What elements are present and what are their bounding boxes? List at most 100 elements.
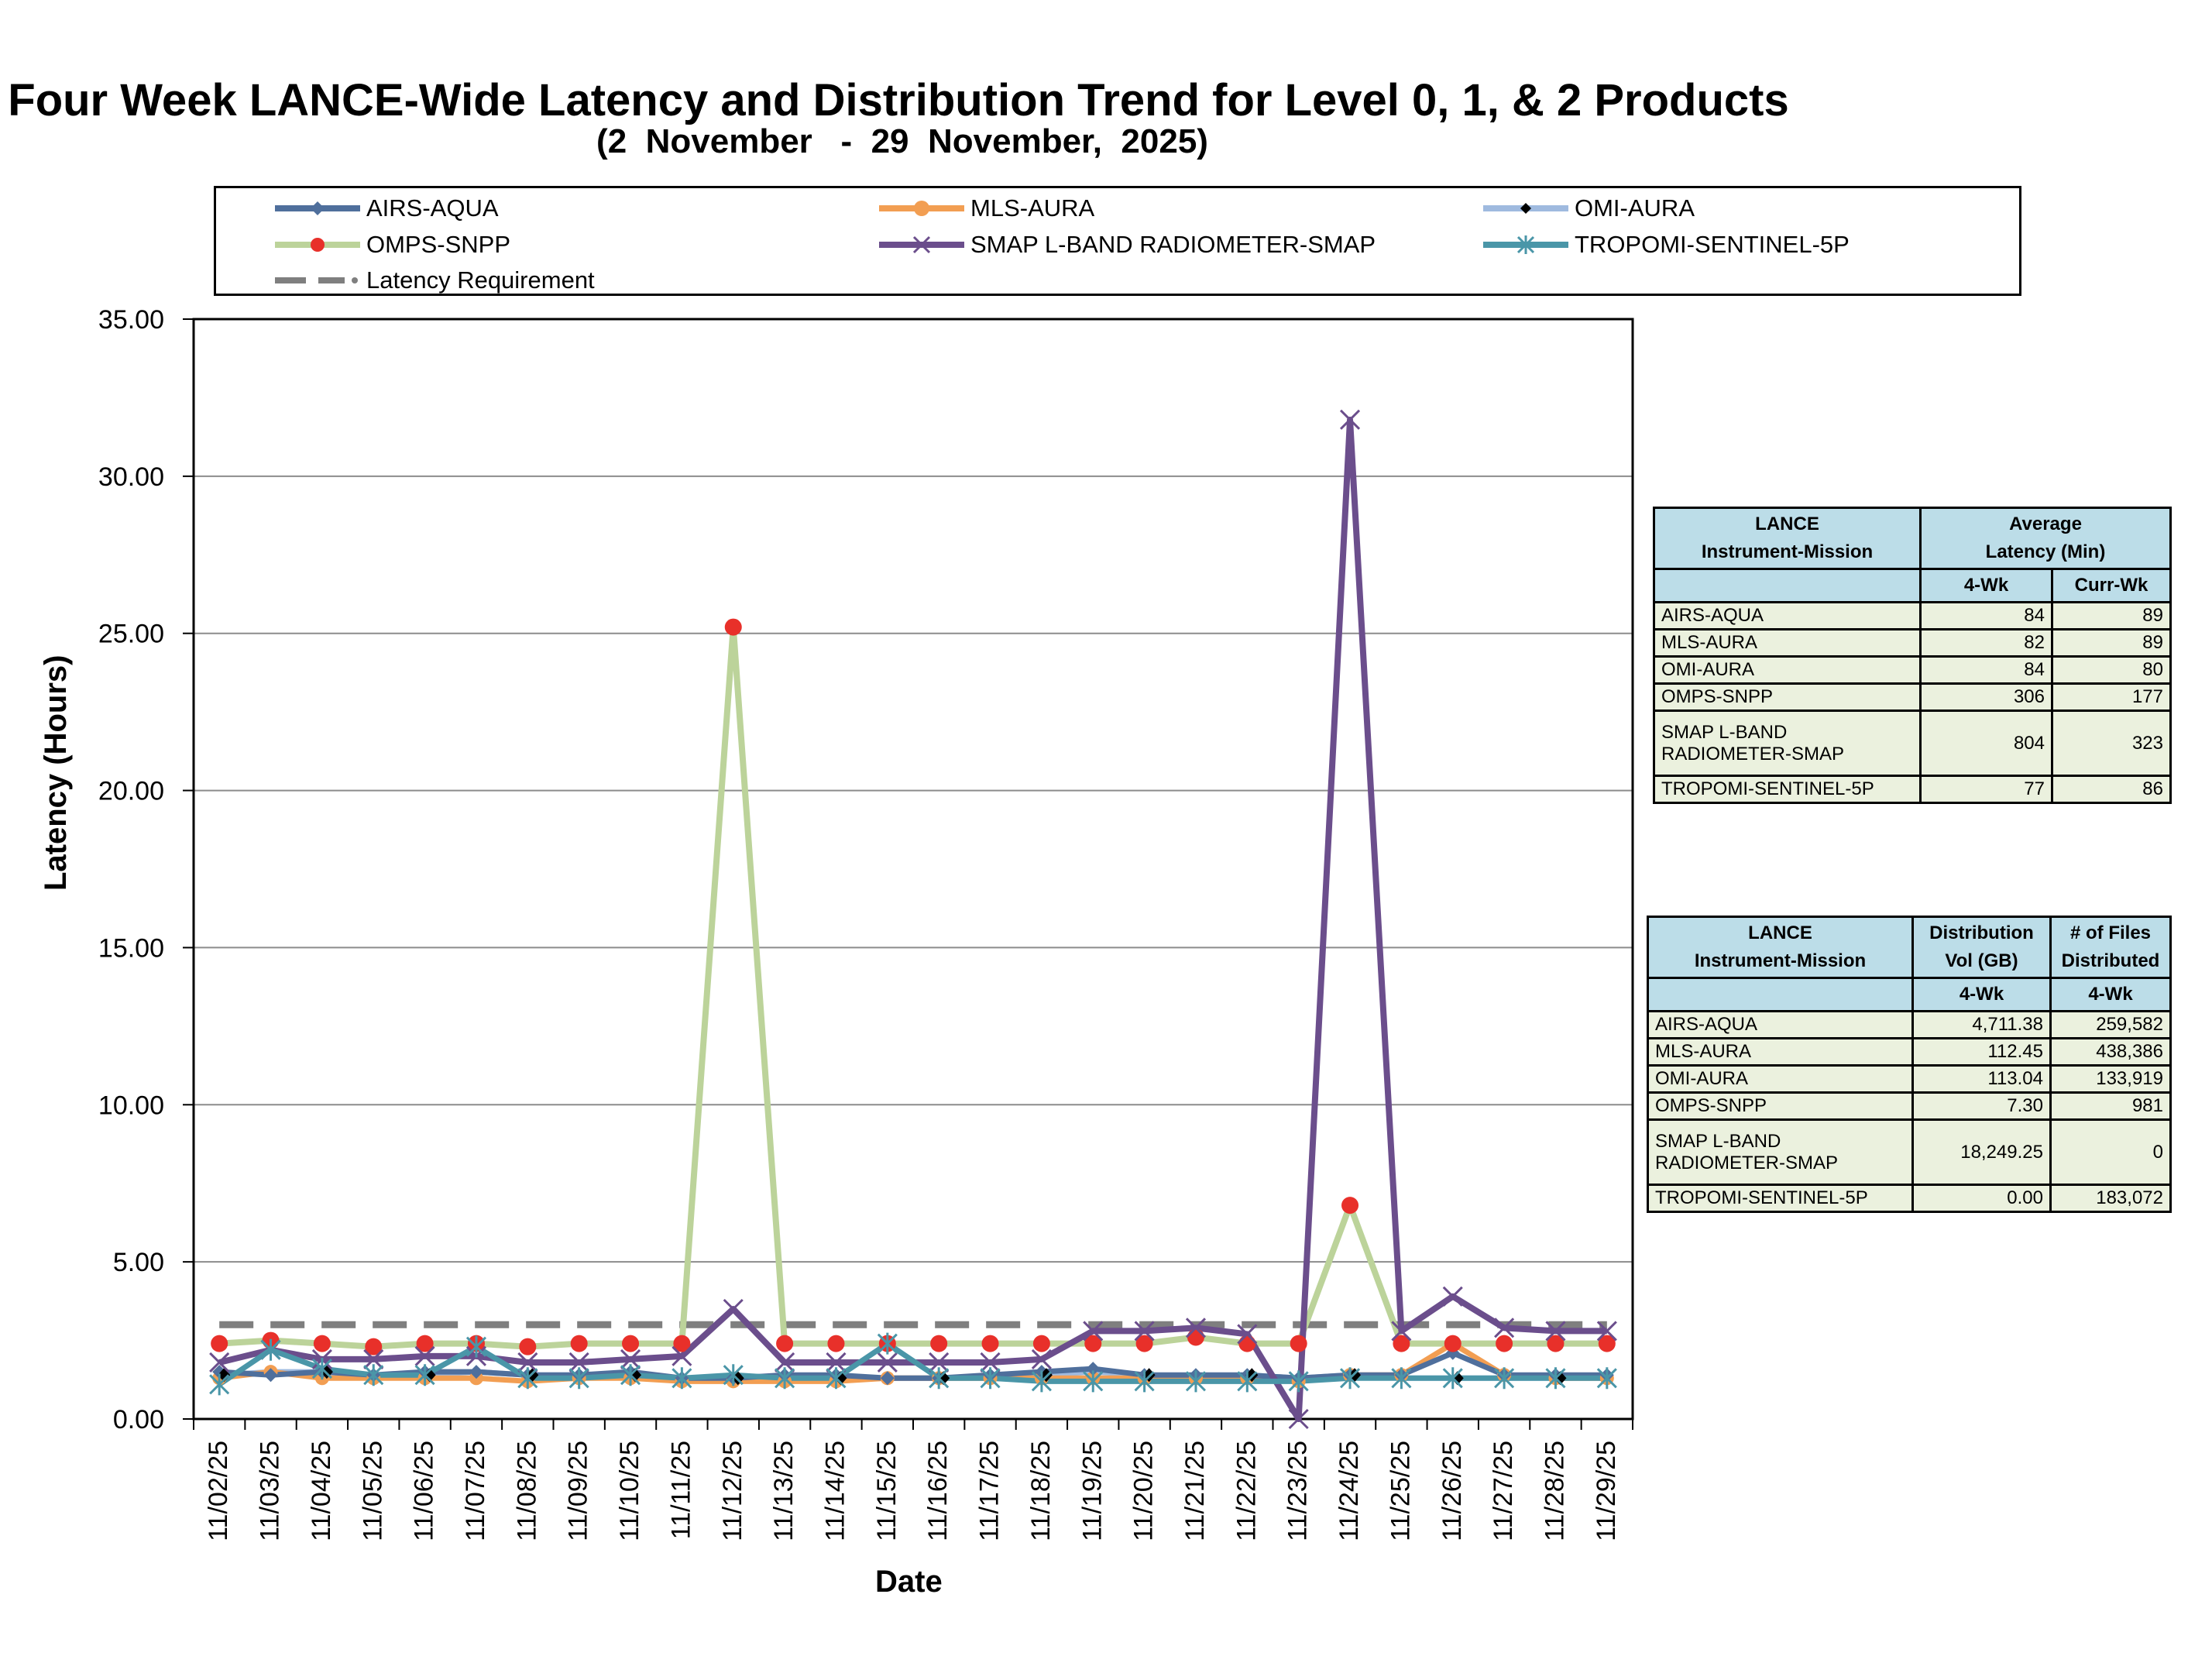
point-smap <box>1442 1286 1463 1307</box>
legend-label: OMPS-SNPP <box>366 231 511 258</box>
row-name: MLS-AURA <box>1647 1037 1914 1067</box>
x-tick-label: 11/19/25 <box>1077 1441 1107 1541</box>
point-tropomi <box>414 1364 435 1386</box>
y-axis-title: Latency (Hours) <box>39 654 73 892</box>
row-value: 0 <box>2049 1118 2172 1186</box>
row-name: AIRS-AQUA <box>1647 1010 1914 1039</box>
row-value: 981 <box>2049 1091 2172 1121</box>
x-tick-label: 11/18/25 <box>1026 1441 1056 1541</box>
point-omi-aura <box>423 1368 436 1383</box>
point-omps-snpp <box>776 1335 794 1352</box>
table-row: AIRS-AQUA 4,711.38 259,582 <box>1647 1010 2172 1039</box>
point-omps-snpp <box>1238 1335 1256 1352</box>
legend-marker-latency-requirement <box>275 277 358 283</box>
distribution-table-header-instrument: LANCE Instrument-Mission <box>1647 916 1914 979</box>
row-value: 84 <box>1919 601 2053 630</box>
row-value: 133,919 <box>2049 1064 2172 1094</box>
chart-title: Four Week LANCE-Wide Latency and Distrib… <box>8 75 1789 125</box>
legend-marker-airs-aqua <box>275 201 360 215</box>
point-smap <box>1083 1321 1104 1342</box>
distribution-table-header-volume: Distribution Vol (GB) <box>1911 916 2052 979</box>
row-name: OMI-AURA <box>1653 655 1922 685</box>
latency-table: LANCE Instrument-Mission Average Latency (… <box>1653 507 2172 804</box>
table-row: TROPOMI-SENTINEL-5P 77 86 <box>1653 775 2172 804</box>
row-value: 438,386 <box>2049 1037 2172 1067</box>
point-smap <box>877 1352 898 1373</box>
row-value: 183,072 <box>2049 1184 2172 1213</box>
point-tropomi <box>363 1364 384 1386</box>
point-omps-snpp <box>1290 1335 1307 1352</box>
x-tick-label: 11/17/25 <box>975 1441 1005 1541</box>
legend-label: AIRS-AQUA <box>366 194 499 222</box>
x-tick-label: 11/29/25 <box>1592 1441 1621 1541</box>
x-tick-label: 11/09/25 <box>564 1441 593 1541</box>
point-omps-snpp <box>519 1338 537 1355</box>
row-value: 82 <box>1919 628 2053 658</box>
row-value: 80 <box>2051 655 2172 685</box>
point-smap <box>826 1352 847 1373</box>
x-tick-label: 11/02/25 <box>204 1441 233 1541</box>
point-omps-snpp <box>570 1335 588 1352</box>
row-name: OMPS-SNPP <box>1653 682 1922 712</box>
y-tick-label: 15.00 <box>98 933 164 963</box>
point-smap <box>517 1352 538 1373</box>
row-value: 804 <box>1919 709 2053 777</box>
point-smap <box>1545 1321 1566 1342</box>
point-omi-aura <box>1451 1371 1464 1386</box>
point-airs-aqua <box>263 1368 278 1383</box>
row-value: 7.30 <box>1911 1091 2052 1121</box>
x-tick-label: 11/08/25 <box>512 1441 541 1541</box>
x-tick-label: 11/25/25 <box>1386 1441 1415 1541</box>
point-omps-snpp <box>313 1335 331 1352</box>
row-name: SMAP L-BAND RADIOMETER-SMAP <box>1647 1118 1914 1186</box>
point-smap <box>929 1352 950 1373</box>
point-smap <box>1237 1324 1258 1345</box>
point-omps-snpp <box>1598 1335 1616 1352</box>
point-tropomi <box>723 1364 744 1386</box>
point-smap <box>1031 1349 1052 1369</box>
latency-table-subheader-currwk: Curr-Wk <box>2051 568 2172 603</box>
point-smap <box>1391 1321 1412 1342</box>
table-row: MLS-AURA 112.45 438,386 <box>1647 1037 2172 1067</box>
distribution-table-subheader-blank <box>1647 977 1914 1012</box>
point-tropomi <box>1442 1367 1463 1390</box>
x-tick-label: 11/26/25 <box>1437 1441 1467 1541</box>
point-omps-snpp <box>827 1335 845 1352</box>
distribution-table-subheader-4wk-files: 4-Wk <box>2049 977 2172 1012</box>
point-omps-snpp <box>1187 1328 1204 1346</box>
point-omps-snpp <box>211 1335 228 1352</box>
series-line-tropomi <box>218 1341 1607 1387</box>
point-tropomi <box>517 1367 538 1390</box>
row-name: TROPOMI-SENTINEL-5P <box>1647 1184 1914 1213</box>
x-tick-label: 11/13/25 <box>769 1441 799 1541</box>
point-airs-aqua <box>469 1365 483 1379</box>
table-row: OMPS-SNPP 306 177 <box>1653 682 2172 712</box>
point-omps-snpp <box>981 1335 999 1352</box>
point-smap <box>209 1352 230 1373</box>
table-row: SMAP L-BAND RADIOMETER-SMAP 804 323 <box>1653 709 2172 777</box>
x-tick-label: 11/04/25 <box>307 1441 336 1541</box>
x-tick-label: 11/11/25 <box>666 1441 696 1539</box>
point-tropomi <box>929 1367 950 1390</box>
table-row: OMI-AURA 113.04 133,919 <box>1647 1064 2172 1094</box>
point-tropomi <box>980 1367 1001 1390</box>
x-tick-label: 11/23/25 <box>1283 1441 1313 1541</box>
point-smap <box>1494 1318 1515 1338</box>
point-smap <box>568 1352 589 1373</box>
point-smap <box>1134 1321 1155 1342</box>
x-tick-label: 11/20/25 <box>1129 1441 1159 1541</box>
x-axis-title: Date <box>875 1565 943 1599</box>
table-row: SMAP L-BAND RADIOMETER-SMAP 18,249.25 0 <box>1647 1118 2172 1186</box>
y-tick-label: 5.00 <box>113 1248 164 1277</box>
x-tick-label: 11/27/25 <box>1489 1441 1518 1541</box>
point-smap <box>414 1345 435 1366</box>
row-value: 259,582 <box>2049 1010 2172 1039</box>
point-tropomi <box>620 1364 641 1386</box>
point-omps-snpp <box>1444 1335 1462 1352</box>
point-tropomi <box>1134 1370 1155 1393</box>
point-smap <box>980 1352 1001 1373</box>
x-tick-label: 11/07/25 <box>461 1441 490 1541</box>
x-tick-label: 11/06/25 <box>410 1441 439 1541</box>
table-row: AIRS-AQUA 84 89 <box>1653 601 2172 630</box>
